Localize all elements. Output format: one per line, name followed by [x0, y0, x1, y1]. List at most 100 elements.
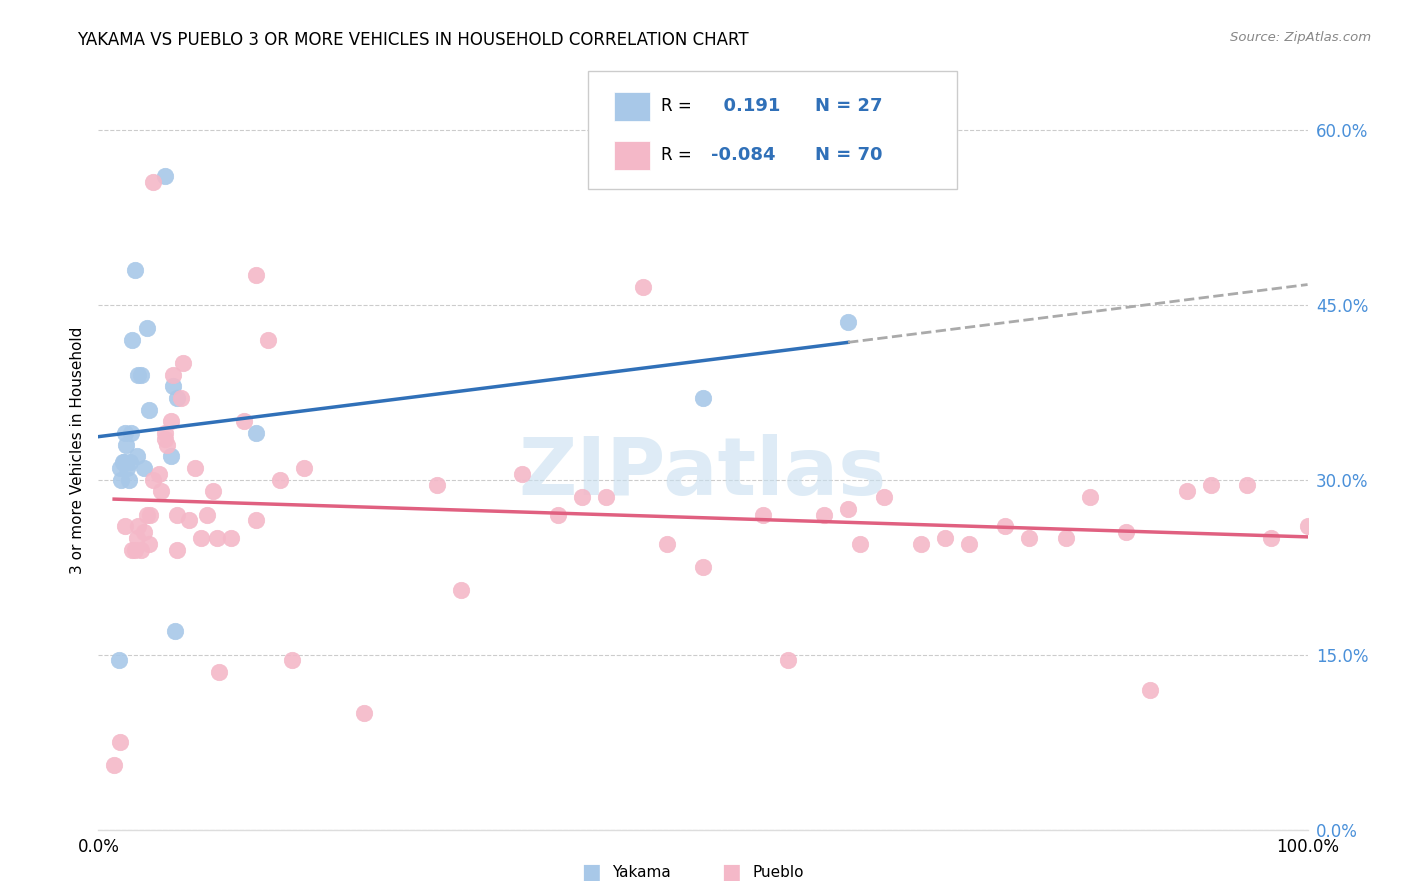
Point: [118, 473, 141, 487]
Point: [179, 513, 201, 527]
Point: [426, 478, 449, 492]
Point: [110, 473, 132, 487]
Point: [571, 490, 593, 504]
Point: [156, 437, 179, 451]
Point: [692, 560, 714, 574]
Point: [120, 425, 142, 440]
Point: [692, 391, 714, 405]
Point: [162, 368, 184, 382]
Point: [849, 537, 872, 551]
Point: [162, 379, 184, 393]
Y-axis label: 3 or more Vehicles in Household: 3 or more Vehicles in Household: [69, 326, 84, 574]
Point: [115, 437, 138, 451]
Point: [124, 262, 146, 277]
Point: [813, 508, 835, 522]
Point: [153, 425, 176, 440]
Text: N = 70: N = 70: [815, 146, 883, 164]
Point: [595, 490, 617, 504]
FancyBboxPatch shape: [588, 71, 957, 189]
Text: ■: ■: [721, 863, 741, 882]
Point: [1115, 525, 1137, 540]
Text: -0.084: -0.084: [711, 146, 776, 164]
Point: [127, 450, 149, 464]
Point: [108, 735, 131, 749]
Point: [108, 461, 131, 475]
Point: [245, 513, 267, 527]
Point: [752, 508, 775, 522]
Text: Pueblo: Pueblo: [752, 865, 804, 880]
Point: [631, 280, 654, 294]
Point: [208, 665, 231, 679]
Point: [134, 525, 156, 540]
Point: [245, 425, 267, 440]
Point: [134, 461, 156, 475]
Point: [127, 519, 149, 533]
Point: [138, 402, 160, 417]
Point: [142, 175, 165, 189]
Point: [190, 531, 212, 545]
Point: [163, 624, 186, 639]
Point: [837, 315, 859, 329]
Text: N = 27: N = 27: [815, 97, 883, 115]
Point: [111, 455, 134, 469]
Point: [172, 356, 194, 370]
Point: [1296, 519, 1319, 533]
Text: R =: R =: [661, 97, 692, 115]
FancyBboxPatch shape: [613, 141, 650, 170]
Point: [121, 542, 143, 557]
Point: [269, 473, 291, 487]
Point: [202, 484, 225, 499]
Point: [1236, 478, 1258, 492]
Point: [655, 537, 678, 551]
Point: [910, 537, 932, 551]
Point: [1199, 478, 1222, 492]
Point: [281, 653, 304, 667]
Point: [117, 461, 139, 475]
Point: [166, 391, 188, 405]
Point: [118, 455, 141, 469]
Text: Source: ZipAtlas.com: Source: ZipAtlas.com: [1230, 31, 1371, 45]
Point: [127, 368, 149, 382]
Point: [150, 484, 173, 499]
Point: [148, 467, 170, 481]
Point: [166, 508, 188, 522]
Point: [195, 508, 218, 522]
Point: [142, 473, 165, 487]
Point: [837, 501, 859, 516]
Text: R =: R =: [661, 146, 692, 164]
Point: [166, 542, 188, 557]
Point: [153, 432, 176, 446]
Point: [108, 653, 131, 667]
Text: YAKAMA VS PUEBLO 3 OR MORE VEHICLES IN HOUSEHOLD CORRELATION CHART: YAKAMA VS PUEBLO 3 OR MORE VEHICLES IN H…: [77, 31, 749, 49]
Point: [1175, 484, 1198, 499]
Point: [1054, 531, 1077, 545]
Text: Yakama: Yakama: [612, 865, 671, 880]
Point: [114, 425, 136, 440]
Point: [114, 519, 136, 533]
Point: [153, 169, 176, 184]
Point: [1260, 531, 1282, 545]
Point: [135, 321, 157, 335]
Point: [934, 531, 956, 545]
Point: [994, 519, 1017, 533]
Point: [245, 268, 267, 283]
Point: [205, 531, 228, 545]
Text: ZIPatlas: ZIPatlas: [519, 434, 887, 512]
Point: [510, 467, 533, 481]
Text: 0.191: 0.191: [711, 97, 780, 115]
FancyBboxPatch shape: [613, 92, 650, 121]
Point: [256, 333, 278, 347]
Point: [103, 758, 125, 772]
Point: [957, 537, 980, 551]
Point: [121, 333, 143, 347]
Point: [1078, 490, 1101, 504]
Point: [129, 542, 152, 557]
Point: [138, 537, 160, 551]
Point: [292, 461, 315, 475]
Point: [139, 508, 162, 522]
Point: [160, 414, 183, 428]
Point: [169, 391, 191, 405]
Point: [184, 461, 207, 475]
Point: [160, 450, 183, 464]
Point: [547, 508, 569, 522]
